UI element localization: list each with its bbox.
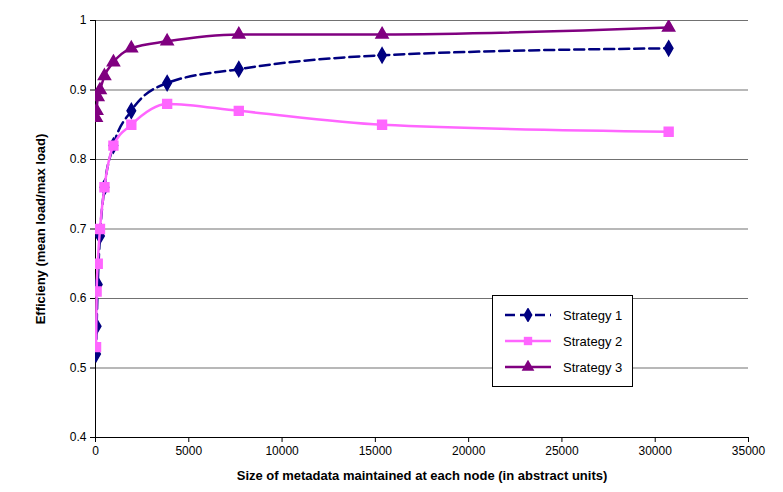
svg-text:0.7: 0.7 (70, 222, 87, 236)
html-text:Strategy 2: Strategy 2 (563, 333, 623, 349)
svg-text:0.6: 0.6 (70, 291, 87, 305)
svg-text:25000: 25000 (545, 444, 579, 458)
svg-text:5000: 5000 (175, 444, 202, 458)
svg-text:0.9: 0.9 (70, 83, 87, 97)
svg-text:30000: 30000 (639, 444, 673, 458)
svg-text:1: 1 (80, 13, 87, 27)
svg-text:Efficieny (mean load/max load): Efficieny (mean load/max load) (33, 134, 48, 325)
svg-text:20000: 20000 (452, 444, 486, 458)
svg-text:0.8: 0.8 (70, 152, 87, 166)
svg-text:0: 0 (92, 444, 99, 458)
svg-text:15000: 15000 (359, 444, 393, 458)
html-text:Strategy 1: Strategy 1 (563, 307, 623, 323)
svg-text:35000: 35000 (732, 444, 766, 458)
svg-text:0.4: 0.4 (70, 430, 87, 444)
svg-text:10000: 10000 (265, 444, 299, 458)
svg-text:Size of metadata maintained at: Size of metadata maintained at each node… (237, 468, 608, 483)
html-text:Strategy 3: Strategy 3 (563, 359, 623, 375)
svg-text:0.5: 0.5 (70, 361, 87, 375)
